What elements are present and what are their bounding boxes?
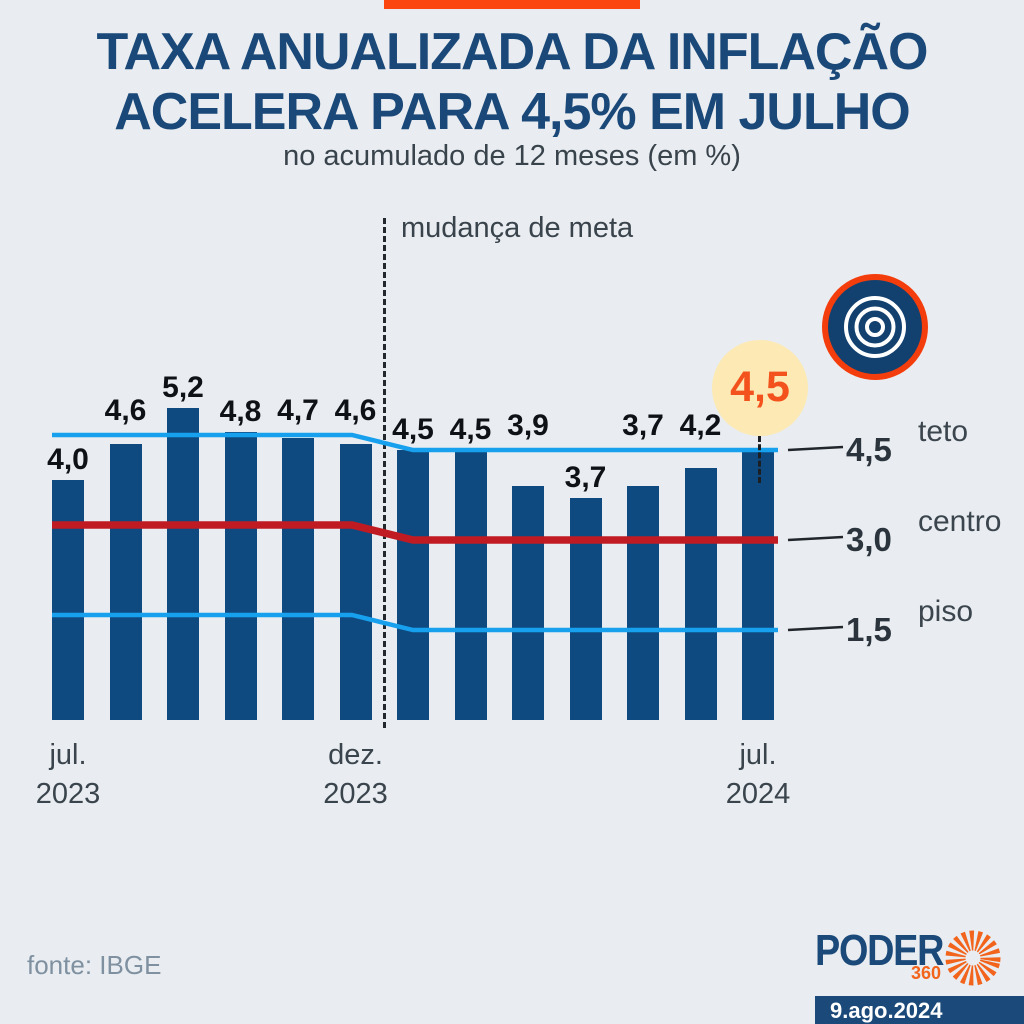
highlight-value: 4,5: [730, 363, 790, 411]
bar: [454, 450, 487, 720]
bar: [109, 444, 142, 720]
bar-value-label: 4,7: [277, 394, 319, 427]
brand-top-bar: [384, 0, 640, 9]
bar-value-label: 3,7: [564, 461, 607, 494]
highlight-drop-line: [758, 436, 761, 483]
chart-title: TAXA ANUALIZADA DA INFLAÇÃO ACELERA PARA…: [0, 22, 1024, 142]
band-value-piso: 1,5: [846, 611, 892, 648]
bar-value-label: 4,6: [334, 394, 377, 427]
x-axis-label: dez. 2023: [323, 739, 388, 810]
bar: [167, 408, 199, 720]
chart-title-line2: ACELERA PARA 4,5% EM JULHO: [114, 83, 911, 141]
bar: [397, 450, 429, 720]
bar-value-label: 4,6: [104, 394, 147, 427]
bar: [282, 438, 314, 720]
chart-title-line1: TAXA ANUALIZADA DA INFLAÇÃO: [96, 23, 929, 81]
source-label: fonte: IBGE: [27, 950, 162, 980]
bar-value-label: 4,8: [219, 395, 262, 428]
target-icon: [822, 274, 928, 380]
band-value-teto: 4,5: [846, 431, 892, 468]
brand-sunburst-icon: [945, 930, 1001, 986]
band-name-piso: piso: [918, 595, 974, 628]
bar: [52, 480, 84, 720]
date-text: 9.ago.2024: [830, 998, 943, 1023]
target-change-dashed-line: [383, 218, 386, 728]
x-axis-label: jul. 2023: [35, 739, 101, 810]
bar: [742, 450, 774, 720]
target-change-label: mudança de meta: [401, 212, 634, 244]
date-badge: 9.ago.2024: [815, 996, 1024, 1024]
bar: [224, 432, 257, 720]
band-value-centro: 3,0: [846, 521, 892, 558]
x-axis-label: jul. 2024: [725, 739, 791, 810]
band-name-centro: centro: [918, 505, 1002, 538]
bar: [339, 444, 372, 720]
brand-logo-text: PODER: [815, 926, 944, 975]
band-name-teto: teto: [918, 415, 969, 448]
bar-value-label: 5,2: [162, 371, 204, 404]
bar: [684, 468, 717, 720]
chart-subtitle: no acumulado de 12 meses (em %): [283, 140, 741, 172]
highlight-bubble: 4,5: [712, 340, 808, 436]
brand-logo-sub: 360: [911, 963, 942, 983]
